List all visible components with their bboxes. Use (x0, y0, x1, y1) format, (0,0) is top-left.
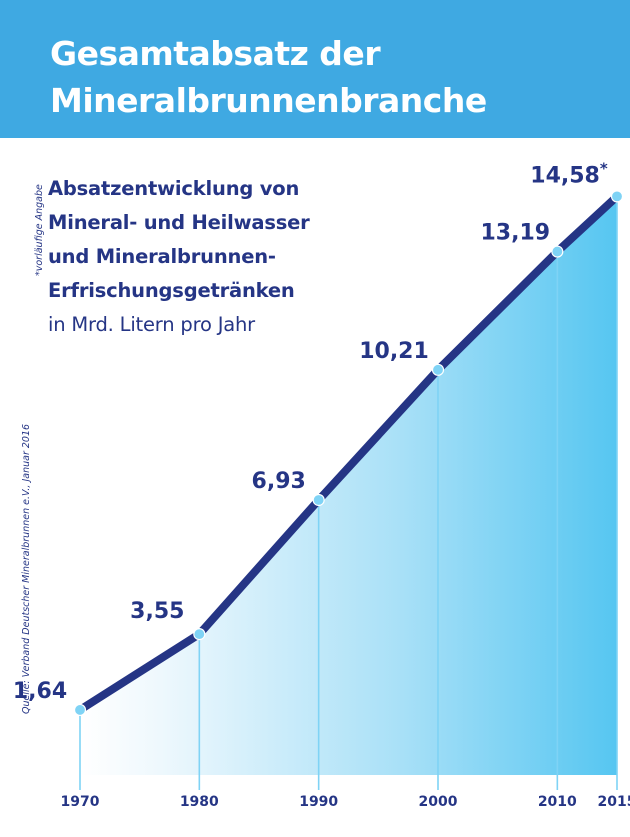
chart-subtitle: Absatzentwicklung von Mineral- und Heilw… (48, 172, 310, 342)
subtitle-unit-line: in Mrd. Litern pro Jahr (48, 313, 255, 336)
subtitle-line: Erfrischungsgetränken (48, 279, 295, 302)
page-title: Gesamtabsatz der Mineralbrunnenbranche (50, 30, 487, 124)
page-title-line: Gesamtabsatz der (50, 34, 381, 73)
x-tick-label: 1980 (180, 794, 219, 810)
page-title-line: Mineralbrunnenbranche (50, 81, 487, 120)
data-label: 6,93 (252, 469, 306, 494)
subtitle-line: Absatzentwicklung von (48, 177, 300, 200)
data-point (312, 493, 325, 507)
subtitle-line: und Mineralbrunnen- (48, 245, 276, 268)
header-band: Gesamtabsatz der Mineralbrunnenbranche (0, 0, 630, 138)
data-point (73, 703, 87, 717)
data-point (610, 190, 624, 203)
x-tick-label: 2015 (598, 794, 630, 810)
data-label: 1,64 (13, 679, 67, 704)
x-tick-label: 2000 (419, 794, 458, 810)
data-label: 13,19 (481, 221, 551, 246)
source-note: Quelle: Verband Deutscher Mineralbrunnen… (21, 423, 32, 714)
series-line (76, 192, 621, 714)
data-label: 3,55 (130, 599, 184, 624)
data-point (551, 245, 564, 258)
x-tick-label: 1990 (299, 794, 338, 810)
data-label: 10,21 (359, 339, 429, 364)
data-point (193, 628, 206, 641)
footnote: *vorläufige Angabe (34, 184, 45, 276)
chart-panel: 1,64 3,55 6,93 10,21 13,19 14,58* 1970 1980 199… (0, 138, 630, 837)
data-label-marker: * (600, 159, 608, 177)
data-point (431, 363, 445, 376)
x-tick-label: 2010 (538, 794, 577, 810)
area-fill (80, 196, 617, 775)
x-tick-label: 1970 (61, 794, 100, 810)
data-label: 14,58* (530, 159, 608, 188)
subtitle-line: Mineral- und Heilwasser (48, 211, 310, 234)
area-chart: 1,64 3,55 6,93 10,21 13,19 14,58* 1970 1980 199… (13, 159, 630, 810)
